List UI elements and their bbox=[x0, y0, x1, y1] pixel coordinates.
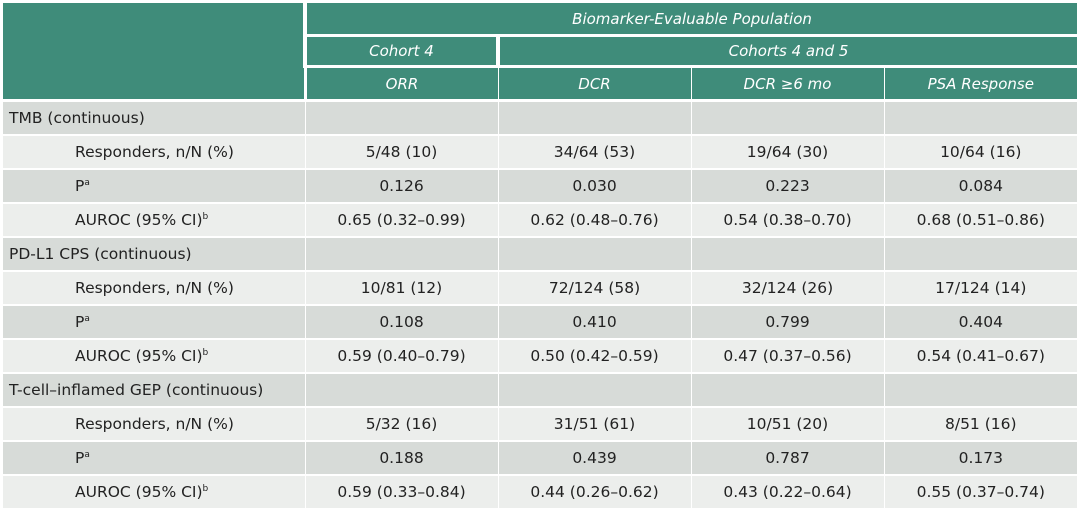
row-label: P bbox=[75, 449, 85, 467]
empty-cell bbox=[497, 373, 691, 408]
table-cell: 8/51 (16) bbox=[883, 407, 1078, 442]
section-title: T-cell–inflamed GEP (continuous) bbox=[3, 373, 305, 408]
table-cell: 34/64 (53) bbox=[497, 135, 691, 170]
footnote-marker: a bbox=[84, 449, 90, 460]
row-label: Responders, n/N (%) bbox=[75, 143, 234, 161]
cohort4-header: Cohort 4 bbox=[303, 35, 498, 68]
table-cell: 0.126 bbox=[304, 169, 498, 204]
table-row: Responders, n/N (%) 5/32 (16) 31/51 (61) 10… bbox=[3, 407, 1078, 442]
table-cell: 0.55 (0.37–0.74) bbox=[883, 475, 1078, 510]
table-row: AUROC (95% CI)b 0.65 (0.32–0.99) 0.62 (0.4… bbox=[3, 203, 1078, 238]
table-cell: 0.787 bbox=[690, 441, 884, 476]
table-cell: 0.223 bbox=[690, 169, 884, 204]
header-corner bbox=[3, 3, 307, 102]
empty-cell bbox=[304, 100, 498, 136]
table-cell: 0.59 (0.40–0.79) bbox=[304, 339, 498, 374]
table-cell: 0.54 (0.41–0.67) bbox=[883, 339, 1078, 374]
section-title: TMB (continuous) bbox=[3, 100, 305, 136]
empty-cell bbox=[690, 237, 884, 272]
table-row: AUROC (95% CI)b 0.59 (0.40–0.79) 0.50 (0.4… bbox=[3, 339, 1078, 374]
table-cell: 0.62 (0.48–0.76) bbox=[497, 203, 691, 238]
table-row: Pa 0.108 0.410 0.799 0.404 bbox=[3, 305, 1078, 340]
table-cell: 0.43 (0.22–0.64) bbox=[690, 475, 884, 510]
table-cell: 0.173 bbox=[883, 441, 1078, 476]
empty-cell bbox=[304, 237, 498, 272]
table-cell: 0.188 bbox=[304, 441, 498, 476]
table-cell: 10/64 (16) bbox=[883, 135, 1078, 170]
section-title: PD-L1 CPS (continuous) bbox=[3, 237, 305, 272]
empty-cell bbox=[690, 373, 884, 408]
section-header-row: T-cell–inflamed GEP (continuous) bbox=[3, 373, 1078, 408]
empty-cell bbox=[883, 100, 1078, 136]
table-cell: 17/124 (14) bbox=[883, 271, 1078, 306]
row-label: AUROC (95% CI) bbox=[75, 483, 203, 501]
table-cell: 5/32 (16) bbox=[304, 407, 498, 442]
table-cell: 72/124 (58) bbox=[497, 271, 691, 306]
row-label-cell: Pa bbox=[3, 305, 305, 340]
empty-cell bbox=[304, 373, 498, 408]
column-header-dcr: DCR bbox=[497, 66, 691, 102]
table-cell: 0.799 bbox=[690, 305, 884, 340]
table-cell: 31/51 (61) bbox=[497, 407, 691, 442]
table-cell: 0.084 bbox=[883, 169, 1078, 204]
table-cell: 0.030 bbox=[497, 169, 691, 204]
empty-cell bbox=[883, 373, 1078, 408]
empty-cell bbox=[690, 100, 884, 136]
footnote-marker: b bbox=[202, 211, 209, 222]
empty-cell bbox=[497, 237, 691, 272]
table-row: AUROC (95% CI)b 0.59 (0.33–0.84) 0.44 (0.2… bbox=[3, 475, 1078, 510]
row-label: Responders, n/N (%) bbox=[75, 279, 234, 297]
table-body: TMB (continuous) Responders, n/N (%) 5/48 … bbox=[3, 100, 1078, 510]
row-label-cell: Responders, n/N (%) bbox=[3, 271, 305, 306]
row-label: AUROC (95% CI) bbox=[75, 347, 203, 365]
empty-cell bbox=[883, 237, 1078, 272]
row-label: AUROC (95% CI) bbox=[75, 211, 203, 229]
row-label-cell: AUROC (95% CI)b bbox=[3, 475, 305, 510]
row-label: P bbox=[75, 313, 85, 331]
footnote-marker: a bbox=[84, 177, 90, 188]
row-label: Responders, n/N (%) bbox=[75, 415, 234, 433]
row-label: P bbox=[75, 177, 85, 195]
row-label-cell: AUROC (95% CI)b bbox=[3, 339, 305, 374]
table-cell: 0.50 (0.42–0.59) bbox=[497, 339, 691, 374]
table-cell: 0.68 (0.51–0.86) bbox=[883, 203, 1078, 238]
cohorts45-header: Cohorts 4 and 5 bbox=[495, 35, 1078, 68]
table-cell: 0.59 (0.33–0.84) bbox=[304, 475, 498, 510]
table-row: Pa 0.126 0.030 0.223 0.084 bbox=[3, 169, 1078, 204]
table-cell: 5/48 (10) bbox=[304, 135, 498, 170]
footnote-marker: b bbox=[202, 347, 209, 358]
row-label-cell: Responders, n/N (%) bbox=[3, 135, 305, 170]
table-cell: 0.54 (0.38–0.70) bbox=[690, 203, 884, 238]
biomarker-table: Biomarker-Evaluable Population Cohort 4 … bbox=[3, 3, 1078, 510]
table-cell: 19/64 (30) bbox=[690, 135, 884, 170]
footnote-marker: a bbox=[84, 313, 90, 324]
table-cell: 10/51 (20) bbox=[690, 407, 884, 442]
column-header-orr: ORR bbox=[304, 66, 498, 102]
table-row: Pa 0.188 0.439 0.787 0.173 bbox=[3, 441, 1078, 476]
table-cell: 0.439 bbox=[497, 441, 691, 476]
table-cell: 0.65 (0.32–0.99) bbox=[304, 203, 498, 238]
row-label-cell: Responders, n/N (%) bbox=[3, 407, 305, 442]
row-label-cell: AUROC (95% CI)b bbox=[3, 203, 305, 238]
table-row: Responders, n/N (%) 5/48 (10) 34/64 (53) 19… bbox=[3, 135, 1078, 170]
table-cell: 0.108 bbox=[304, 305, 498, 340]
footnote-marker: b bbox=[202, 483, 209, 494]
table-cell: 32/124 (26) bbox=[690, 271, 884, 306]
table-cell: 0.44 (0.26–0.62) bbox=[497, 475, 691, 510]
section-header-row: TMB (continuous) bbox=[3, 100, 1078, 136]
row-label-cell: Pa bbox=[3, 169, 305, 204]
table-cell: 0.47 (0.37–0.56) bbox=[690, 339, 884, 374]
table-cell: 0.410 bbox=[497, 305, 691, 340]
table-cell: 10/81 (12) bbox=[304, 271, 498, 306]
section-header-row: PD-L1 CPS (continuous) bbox=[3, 237, 1078, 272]
table-cell: 0.404 bbox=[883, 305, 1078, 340]
population-header: Biomarker-Evaluable Population bbox=[302, 3, 1078, 37]
table-row: Responders, n/N (%) 10/81 (12) 72/124 (58)… bbox=[3, 271, 1078, 306]
column-header-psa: PSA Response bbox=[883, 66, 1078, 102]
column-header-dcr-6mo: DCR ≥6 mo bbox=[690, 66, 884, 102]
row-label-cell: Pa bbox=[3, 441, 305, 476]
empty-cell bbox=[497, 100, 691, 136]
